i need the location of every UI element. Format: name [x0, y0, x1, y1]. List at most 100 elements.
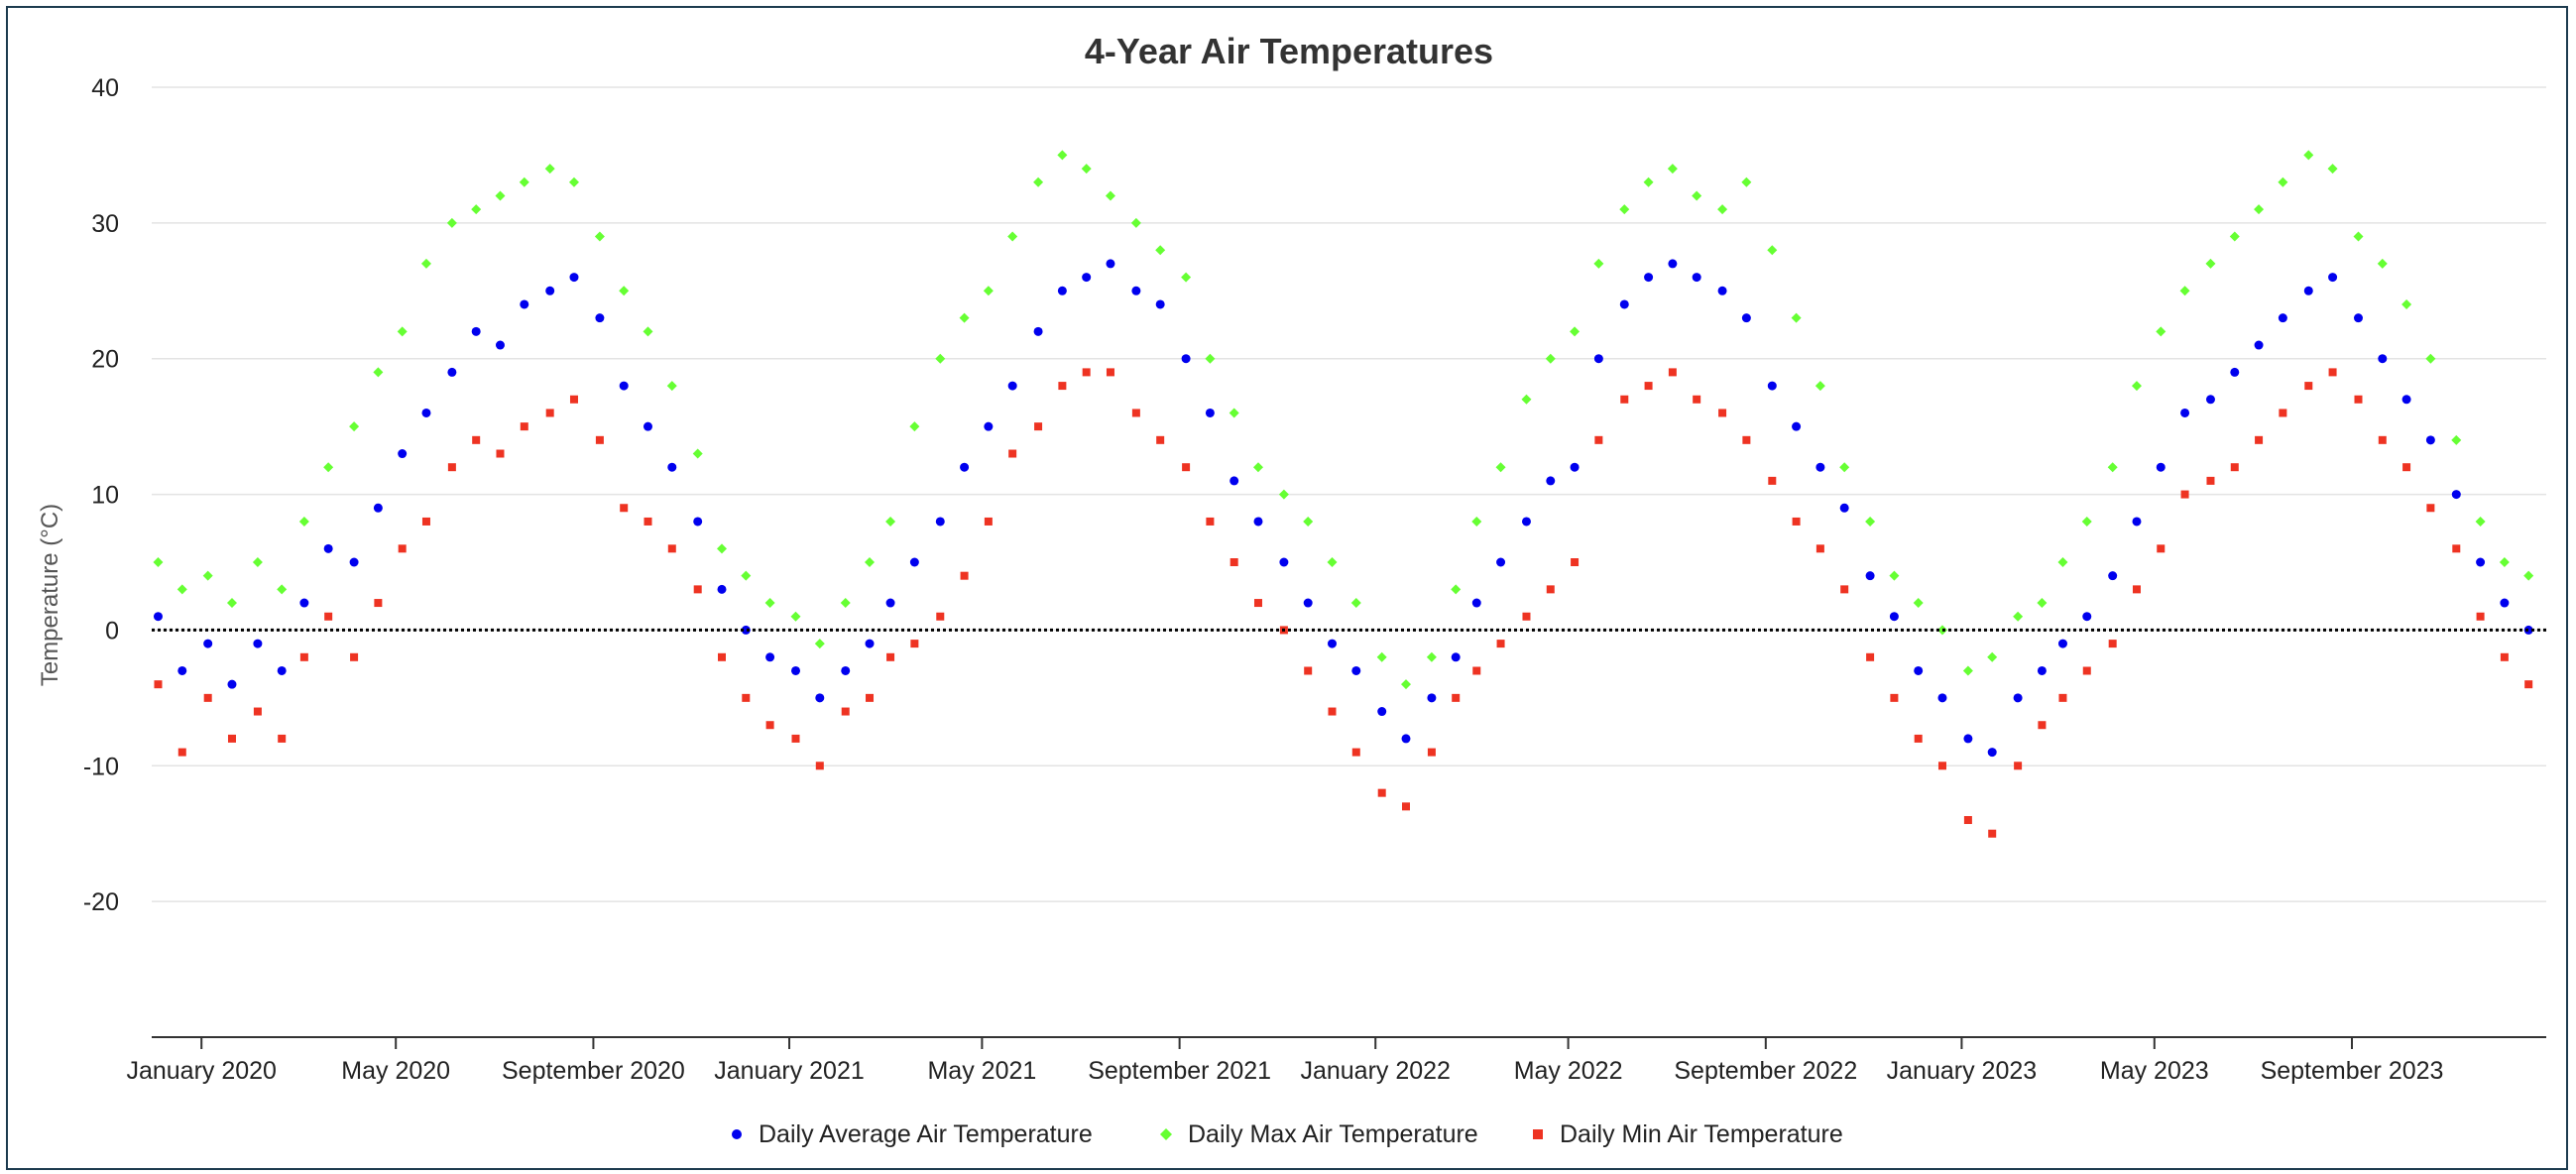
legend-label: Daily Max Air Temperature — [1188, 1120, 1478, 1148]
max-temp-point — [2081, 516, 2092, 527]
min-temp-point — [718, 652, 726, 661]
min-temp-point — [841, 707, 850, 716]
min-temp-point — [1768, 476, 1777, 485]
max-temp-point — [2254, 204, 2265, 215]
avg-temp-point — [2108, 571, 2118, 581]
avg-temp-point — [2180, 408, 2190, 417]
max-temp-point — [2131, 381, 2142, 392]
max-temp-point — [373, 367, 384, 378]
avg-temp-point — [2057, 639, 2067, 648]
min-temp-point — [620, 504, 629, 513]
max-temp-point — [1181, 272, 1192, 283]
min-temp-point — [472, 435, 481, 444]
min-temp-point — [203, 693, 212, 702]
min-temp-point — [1253, 599, 1262, 608]
max-temp-point — [1545, 353, 1556, 364]
min-temp-point — [1377, 788, 1386, 797]
avg-temp-point — [643, 421, 652, 431]
avg-temp-point — [1668, 259, 1678, 269]
min-temp-point — [1866, 652, 1875, 661]
max-temp-point — [1350, 598, 1361, 609]
avg-temp-point — [569, 273, 579, 283]
avg-temp-point — [421, 408, 431, 417]
min-temp-point — [936, 612, 945, 621]
max-temp-point — [1741, 176, 1752, 187]
avg-temp-point — [619, 381, 629, 391]
y-tick-label: -20 — [83, 888, 119, 916]
max-temp-point — [2377, 258, 2388, 269]
avg-temp-point — [2500, 598, 2510, 608]
avg-temp-point — [1377, 707, 1387, 717]
legend-marker-circle — [732, 1129, 742, 1139]
series-group — [153, 150, 2534, 690]
min-temp-point — [1229, 558, 1238, 566]
max-temp-point — [2278, 176, 2288, 187]
x-tick-label: January 2021 — [714, 1057, 865, 1085]
min-temp-point — [2230, 463, 2239, 472]
avg-temp-point — [1471, 598, 1481, 608]
avg-temp-point — [1082, 273, 1092, 283]
min-temp-point — [2452, 544, 2461, 553]
max-temp-point — [1936, 625, 1947, 636]
min-temp-point — [253, 707, 262, 716]
avg-temp-point — [447, 367, 457, 377]
x-tick-label: May 2022 — [1514, 1057, 1623, 1085]
legend-item[interactable]: Daily Max Air Temperature — [1160, 1120, 1478, 1148]
min-temp-point — [2426, 504, 2435, 513]
min-temp-point — [398, 544, 407, 553]
legend-item[interactable]: Daily Min Air Temperature — [1533, 1120, 1843, 1148]
legend[interactable]: Daily Average Air Temperature Daily Max A… — [732, 1120, 1843, 1148]
legend-item[interactable]: Daily Average Air Temperature — [732, 1120, 1093, 1148]
avg-temp-point — [1327, 639, 1337, 648]
min-temp-point — [299, 652, 308, 661]
max-temp-point — [298, 516, 309, 527]
avg-temp-point — [2230, 367, 2240, 377]
max-temp-point — [1401, 679, 1411, 690]
avg-temp-point — [2425, 435, 2435, 445]
min-temp-point — [1058, 382, 1067, 391]
avg-temp-point — [398, 449, 408, 459]
max-temp-point — [2205, 258, 2216, 269]
max-temp-point — [2057, 557, 2068, 567]
x-tick-label: May 2023 — [2100, 1057, 2209, 1085]
chart-title: 4-Year Air Temperatures — [1085, 31, 1493, 71]
min-temp-point — [1206, 517, 1215, 526]
min-temp-point — [447, 463, 456, 472]
legend-label: Daily Average Air Temperature — [759, 1120, 1093, 1148]
avg-temp-point — [1181, 354, 1191, 364]
avg-temp-point — [1106, 259, 1115, 269]
max-temp-point — [1692, 190, 1702, 201]
avg-temp-point — [595, 313, 605, 323]
max-temp-point — [544, 164, 555, 175]
max-temp-point — [1057, 150, 1068, 161]
max-temp-point — [1667, 164, 1678, 175]
avg-temp-point — [2037, 665, 2047, 675]
max-temp-point — [1839, 462, 1850, 473]
max-temp-point — [2107, 462, 2118, 473]
min-temp-point — [1402, 802, 1410, 811]
min-temp-point — [1427, 748, 1436, 757]
max-temp-point — [1229, 408, 1239, 418]
min-temp-point — [1594, 435, 1603, 444]
avg-temp-point — [373, 503, 383, 513]
avg-temp-point — [323, 543, 333, 553]
avg-temp-point — [1205, 408, 1215, 417]
min-temp-point — [520, 422, 528, 431]
max-temp-point — [1007, 231, 1018, 242]
max-temp-point — [619, 286, 630, 296]
plot-area — [153, 150, 2534, 838]
max-temp-point — [1426, 651, 1437, 662]
min-temp-point — [1668, 368, 1677, 377]
max-temp-point — [741, 570, 752, 581]
legend-label: Daily Min Air Temperature — [1560, 1120, 1843, 1148]
max-temp-point — [1451, 584, 1462, 595]
max-temp-point — [840, 598, 851, 609]
x-tick-label: May 2020 — [341, 1057, 450, 1085]
min-temp-point — [2279, 409, 2287, 417]
min-temp-point — [569, 395, 578, 404]
max-temp-point — [1105, 190, 1115, 201]
avg-temp-point — [349, 557, 359, 567]
avg-temp-point — [2378, 354, 2388, 364]
max-temp-point — [790, 611, 801, 622]
max-temp-point — [1962, 665, 1973, 676]
